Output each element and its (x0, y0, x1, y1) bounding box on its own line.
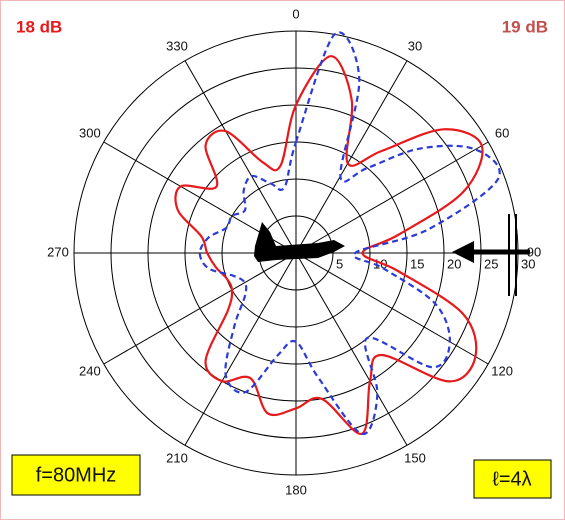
theta-tick-label: 0 (292, 6, 299, 21)
theta-tick-label: 240 (79, 363, 101, 378)
chart: 5101520253003060901201501802102402703003… (0, 0, 565, 520)
theta-tick-label: 270 (47, 244, 69, 259)
r-tick-label: 20 (447, 256, 461, 271)
annotation: f=80MHz (36, 464, 117, 486)
theta-tick-label: 120 (491, 363, 513, 378)
theta-tick-label: 150 (404, 451, 426, 466)
r-tick-label: 5 (336, 256, 343, 271)
annotation: ℓ=4λ (492, 468, 531, 490)
theta-tick-label: 300 (79, 125, 101, 140)
theta-tick-label: 210 (166, 451, 188, 466)
theta-tick-label: 330 (166, 38, 188, 53)
r-tick-label: 15 (410, 256, 424, 271)
annotation: 18 dB (16, 17, 62, 36)
annotation: 19 dB (502, 17, 548, 36)
theta-tick-label: 60 (495, 125, 509, 140)
page: {"chart_data": { "type": "polar", "annot… (0, 0, 565, 520)
theta-tick-label: 30 (408, 38, 422, 53)
frame (1, 1, 565, 520)
theta-tick-label: 180 (285, 482, 307, 497)
r-tick-label: 25 (484, 256, 498, 271)
